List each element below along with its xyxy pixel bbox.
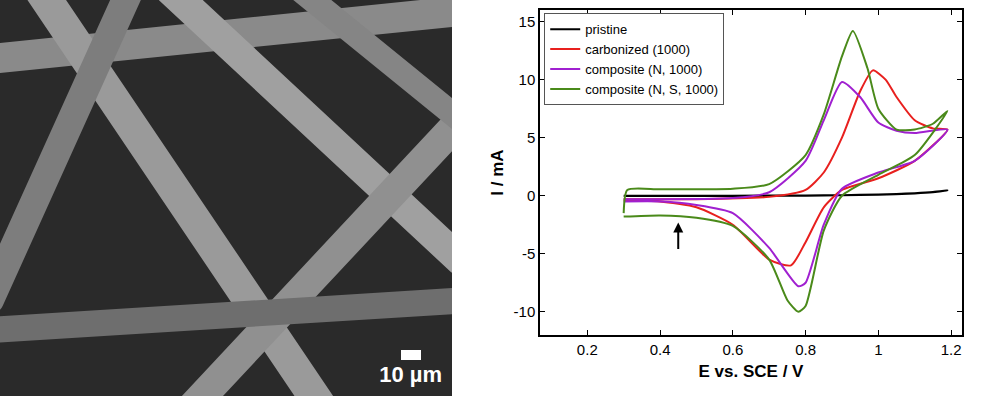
svg-text:1: 1 bbox=[874, 341, 882, 358]
svg-text:1.2: 1.2 bbox=[941, 341, 962, 358]
svg-text:0.8: 0.8 bbox=[795, 341, 816, 358]
svg-text:carbonized (1000): carbonized (1000) bbox=[585, 42, 690, 57]
html-text:10 µm: 10 µm bbox=[379, 362, 442, 387]
svg-text:composite (N, S, 1000): composite (N, S, 1000) bbox=[585, 82, 718, 97]
svg-text:5: 5 bbox=[527, 129, 535, 146]
svg-text:15: 15 bbox=[519, 13, 536, 30]
svg-text:I / mA: I / mA bbox=[488, 149, 507, 195]
svg-text:0.6: 0.6 bbox=[722, 341, 743, 358]
svg-text:0.4: 0.4 bbox=[650, 341, 671, 358]
svg-text:-5: -5 bbox=[522, 245, 535, 262]
svg-text:0: 0 bbox=[527, 187, 535, 204]
svg-text:E vs. SCE / V: E vs. SCE / V bbox=[699, 362, 805, 381]
svg-text:10: 10 bbox=[519, 71, 536, 88]
svg-text:composite (N, 1000): composite (N, 1000) bbox=[585, 62, 702, 77]
svg-text:-10: -10 bbox=[514, 303, 536, 320]
svg-text:pristine: pristine bbox=[585, 22, 627, 37]
svg-text:0.2: 0.2 bbox=[577, 341, 598, 358]
